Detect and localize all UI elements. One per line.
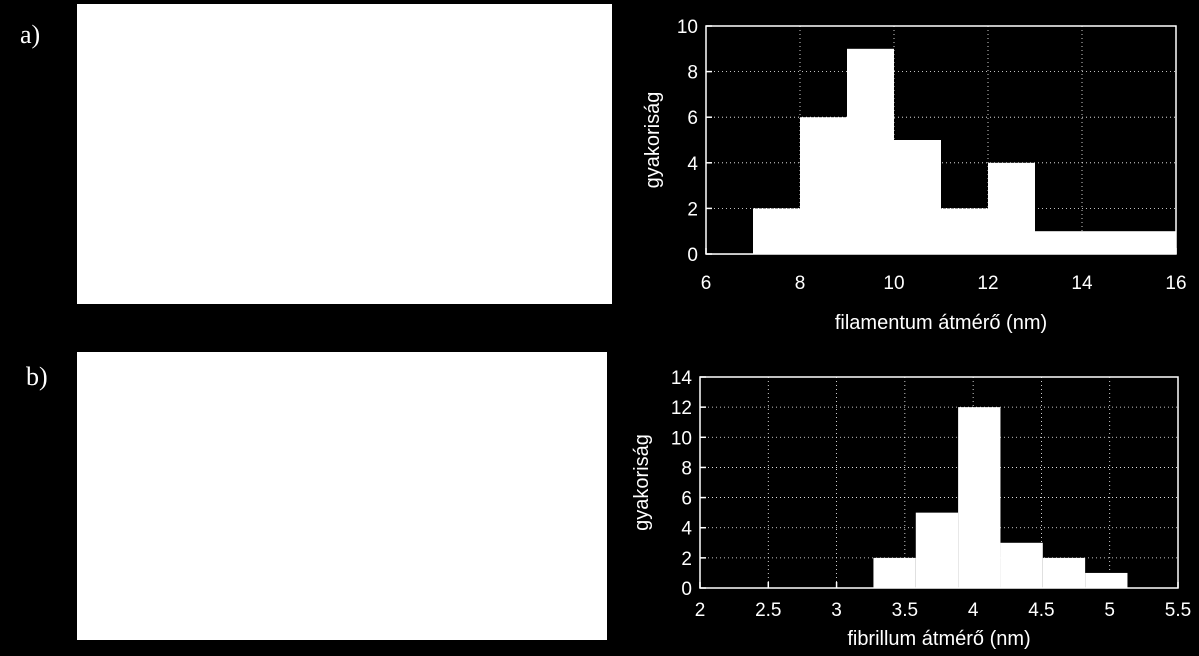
histogram-bar	[988, 162, 1035, 254]
histogram-bar	[941, 208, 988, 254]
y-tick-label: 6	[687, 108, 698, 129]
x-tick-label: 2	[695, 600, 706, 621]
plot-frame	[699, 376, 1179, 589]
x-axis-label: fibrillum átmérő (nm)	[847, 628, 1030, 650]
x-tick-label: 5.5	[1165, 600, 1191, 621]
y-tick-label: 14	[671, 368, 693, 389]
histogram-bar	[753, 208, 800, 254]
y-tick-label: 4	[681, 519, 692, 540]
micrograph-image-a	[77, 4, 612, 304]
histogram-bar	[1129, 231, 1176, 254]
x-tick-label: 14	[1071, 273, 1093, 294]
histogram-bar	[915, 512, 959, 588]
y-tick-label: 2	[681, 549, 692, 570]
chart-a: 6 8 10 12 14 16 0 2 4 6 8 10 filamentum átmérő (nm) g…	[642, 17, 1187, 334]
y-tick-label: 4	[687, 154, 698, 175]
y-tick-label: 8	[687, 63, 698, 84]
y-axis-label: gyakoriság	[631, 434, 653, 531]
y-tick-label: 8	[681, 458, 692, 479]
x-tick-label: 2.5	[755, 600, 781, 621]
histogram-bar	[1085, 572, 1128, 588]
panel-label-a: a)	[20, 20, 41, 49]
x-tick-label: 10	[883, 273, 904, 294]
histogram-bar	[1000, 542, 1043, 588]
y-tick-label: 10	[671, 428, 692, 449]
x-tick-label: 5	[1104, 600, 1115, 621]
plot-frame	[705, 25, 1177, 255]
y-axis-label: gyakoriság	[642, 92, 664, 189]
x-tick-label: 8	[795, 273, 806, 294]
x-tick-label: 3	[831, 600, 842, 621]
x-tick-label: 12	[977, 273, 998, 294]
histogram-bar	[1082, 231, 1129, 254]
y-tick-label: 0	[681, 579, 692, 600]
y-tick-label: 12	[671, 398, 692, 419]
x-tick-label: 3.5	[892, 600, 918, 621]
histogram-bar	[894, 140, 941, 254]
y-tick-label: 6	[681, 489, 692, 510]
histogram-bar	[847, 48, 894, 254]
histogram-bar	[873, 557, 916, 588]
panel-label-b: b)	[26, 362, 48, 391]
histogram-bar	[1035, 231, 1082, 254]
x-tick-label: 16	[1165, 273, 1186, 294]
micrograph-image-b	[77, 352, 607, 640]
histogram-bar	[958, 407, 1001, 588]
histogram-bar	[1042, 557, 1086, 588]
x-tick-label: 6	[701, 273, 712, 294]
y-tick-label: 2	[687, 199, 698, 220]
x-tick-label: 4	[968, 600, 979, 621]
y-tick-label: 0	[687, 245, 698, 266]
y-tick-label: 10	[677, 17, 698, 38]
x-tick-label: 4.5	[1028, 600, 1054, 621]
histogram-bar	[800, 117, 847, 254]
x-axis-label: filamentum átmérő (nm)	[835, 312, 1047, 334]
